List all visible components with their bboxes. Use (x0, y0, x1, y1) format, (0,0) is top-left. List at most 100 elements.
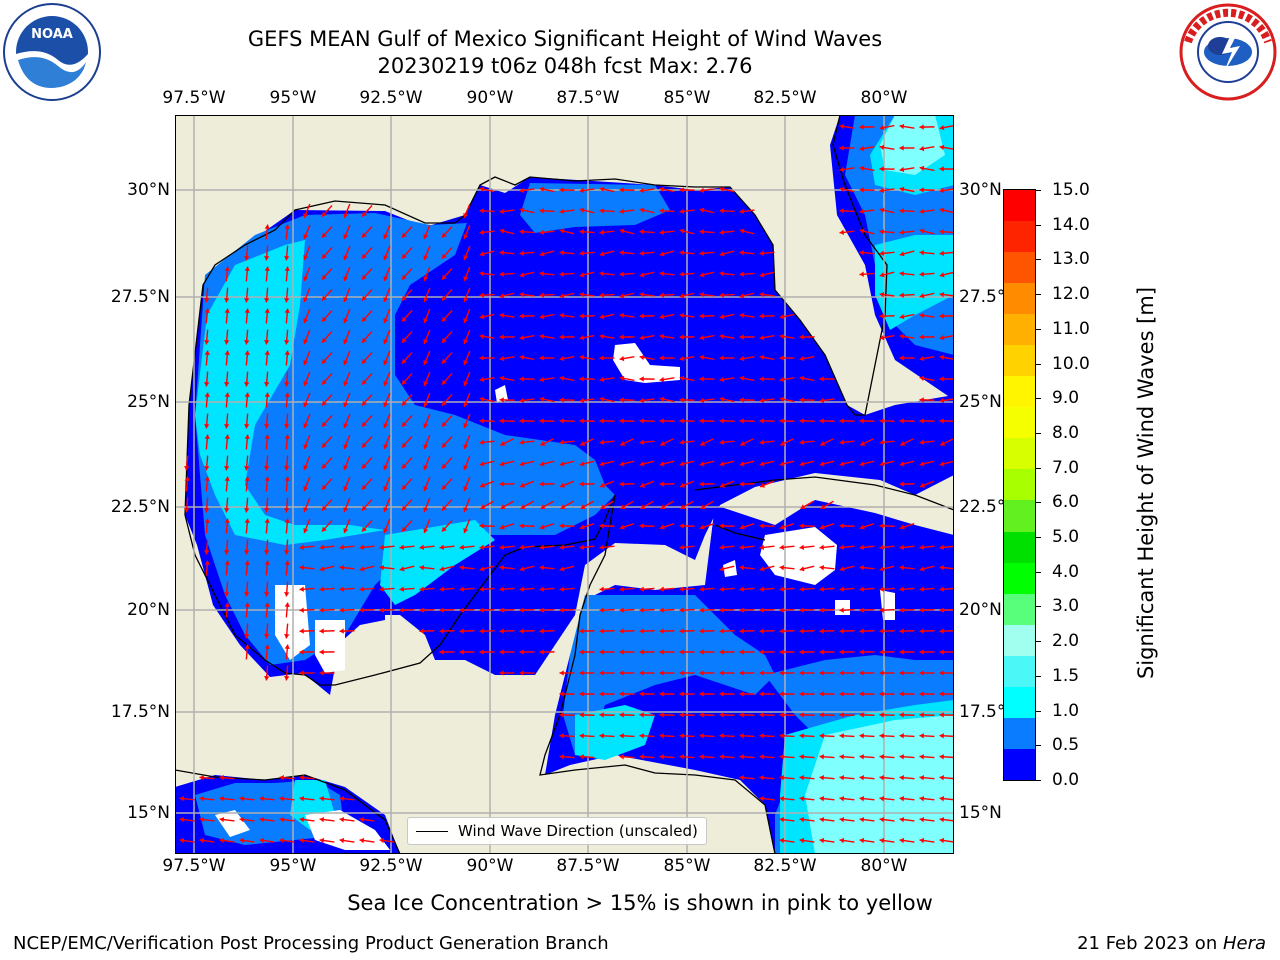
wave-direction-arrow (899, 292, 915, 298)
wave-direction-arrow (579, 291, 595, 298)
wave-direction-arrow (939, 207, 955, 214)
wave-direction-arrow (244, 476, 250, 492)
wave-direction-arrow (321, 456, 333, 470)
wave-direction-arrow (204, 287, 210, 303)
wave-direction-arrow (859, 145, 875, 152)
wave-direction-arrow (383, 266, 391, 282)
wave-direction-arrow (679, 375, 695, 382)
wave-direction-arrow (779, 355, 795, 361)
wave-direction-arrow (759, 376, 775, 382)
wave-direction-arrow (361, 351, 373, 365)
wave-direction-arrow (303, 392, 311, 408)
wave-direction-arrow (859, 228, 875, 235)
colorbar-tick-mark (1035, 259, 1041, 261)
colorbar-tick-mark (1035, 537, 1041, 539)
wave-direction-arrow (284, 455, 290, 471)
wave-direction-arrow (859, 460, 875, 467)
wave-direction-arrow (204, 413, 210, 429)
wave-direction-arrow (919, 145, 935, 152)
wave-direction-arrow (879, 124, 895, 131)
wave-direction-arrow (343, 371, 351, 387)
wave-direction-arrow (939, 376, 955, 382)
wave-direction-arrow (479, 250, 495, 257)
wave-direction-arrow (361, 456, 373, 470)
wave-direction-arrow (679, 250, 695, 256)
wave-direction-arrow (659, 229, 675, 236)
wave-direction-arrow (899, 333, 915, 340)
wave-direction-arrow (401, 309, 413, 323)
wave-direction-arrow (939, 334, 955, 341)
wave-direction-arrow (441, 267, 453, 281)
wave-direction-arrow (719, 333, 735, 340)
wave-direction-arrow (499, 438, 515, 446)
wave-direction-arrow (879, 166, 895, 172)
branch-label: NCEP/EMC/Verification Post Processing Pr… (13, 933, 609, 954)
wave-direction-arrow (479, 376, 495, 383)
wave-direction-arrow (264, 224, 270, 240)
wave-direction-arrow (699, 376, 715, 382)
wave-direction-arrow (739, 334, 755, 340)
wave-direction-arrow (739, 438, 755, 446)
wave-direction-arrow (619, 397, 635, 403)
wave-direction-arrow (899, 229, 915, 236)
wave-direction-arrow (463, 224, 471, 240)
wave-direction-arrow (739, 418, 755, 424)
wave-direction-arrow (739, 250, 755, 256)
wave-direction-arrow (401, 456, 413, 470)
wave-direction-arrow (619, 250, 635, 256)
wave-direction-arrow (303, 203, 311, 219)
colorbar-tick-label: 9.0 (1052, 388, 1080, 409)
wave-direction-arrow (699, 250, 715, 256)
wave-direction-arrow (659, 460, 675, 467)
wave-direction-arrow (699, 271, 715, 278)
colorbar-tick-mark (1035, 432, 1041, 434)
wave-direction-arrow (361, 393, 373, 407)
wave-direction-arrow (819, 397, 835, 404)
lat-tick-label: 15°N (959, 803, 1002, 823)
wave-direction-arrow (579, 187, 595, 194)
lon-tick-label: 85°W (663, 88, 711, 108)
wave-direction-arrow (361, 225, 373, 239)
lon-tick-label: 80°W (860, 88, 908, 108)
wave-direction-arrow (499, 397, 515, 403)
wave-direction-arrow (224, 287, 230, 303)
wave-direction-arrow (244, 392, 250, 408)
ice-note-text: Sea Ice Concentration > 15% is shown in … (347, 891, 933, 915)
map-frame (175, 115, 954, 854)
wave-direction-arrow (619, 334, 635, 340)
wave-direction-arrow (519, 187, 535, 194)
wave-direction-arrow (839, 439, 855, 446)
wave-direction-arrow (639, 354, 655, 361)
wave-direction-arrow (463, 266, 471, 282)
wave-direction-arrow (719, 418, 735, 424)
wave-direction-arrow (284, 476, 290, 492)
wave-direction-arrow (463, 329, 471, 345)
wave-direction-arrow (401, 330, 413, 344)
wave-direction-arrow (699, 354, 715, 361)
wave-direction-arrow (303, 329, 311, 345)
wave-direction-arrow (204, 455, 210, 471)
wave-direction-arrow (579, 334, 595, 341)
wave-direction-arrow (303, 224, 311, 240)
wave-direction-arrow (441, 435, 453, 449)
wave-direction-arrow (383, 245, 391, 261)
wave-direction-arrow (539, 186, 555, 193)
wave-direction-arrow (599, 208, 615, 214)
wave-direction-arrow (719, 460, 735, 467)
chart-subtitle: 20230219 t06z 048h fcst Max: 2.76 (377, 54, 753, 78)
wave-direction-arrow (659, 186, 675, 193)
wave-direction-arrow (719, 208, 735, 214)
wave-direction-arrow (939, 291, 955, 298)
wave-direction-arrow (264, 329, 270, 345)
wave-direction-arrow (383, 224, 391, 240)
colorbar-tick-mark (1035, 502, 1041, 504)
wave-direction-arrow (401, 267, 413, 281)
wave-direction-arrow (383, 434, 391, 450)
wave-direction-arrow (719, 439, 735, 446)
nws-logo (1178, 2, 1278, 102)
wave-direction-arrow (499, 312, 515, 319)
wave-direction-arrow (799, 375, 815, 382)
wave-direction-arrow (939, 438, 955, 446)
wave-direction-arrow (759, 354, 775, 361)
wave-direction-arrow (539, 396, 555, 403)
